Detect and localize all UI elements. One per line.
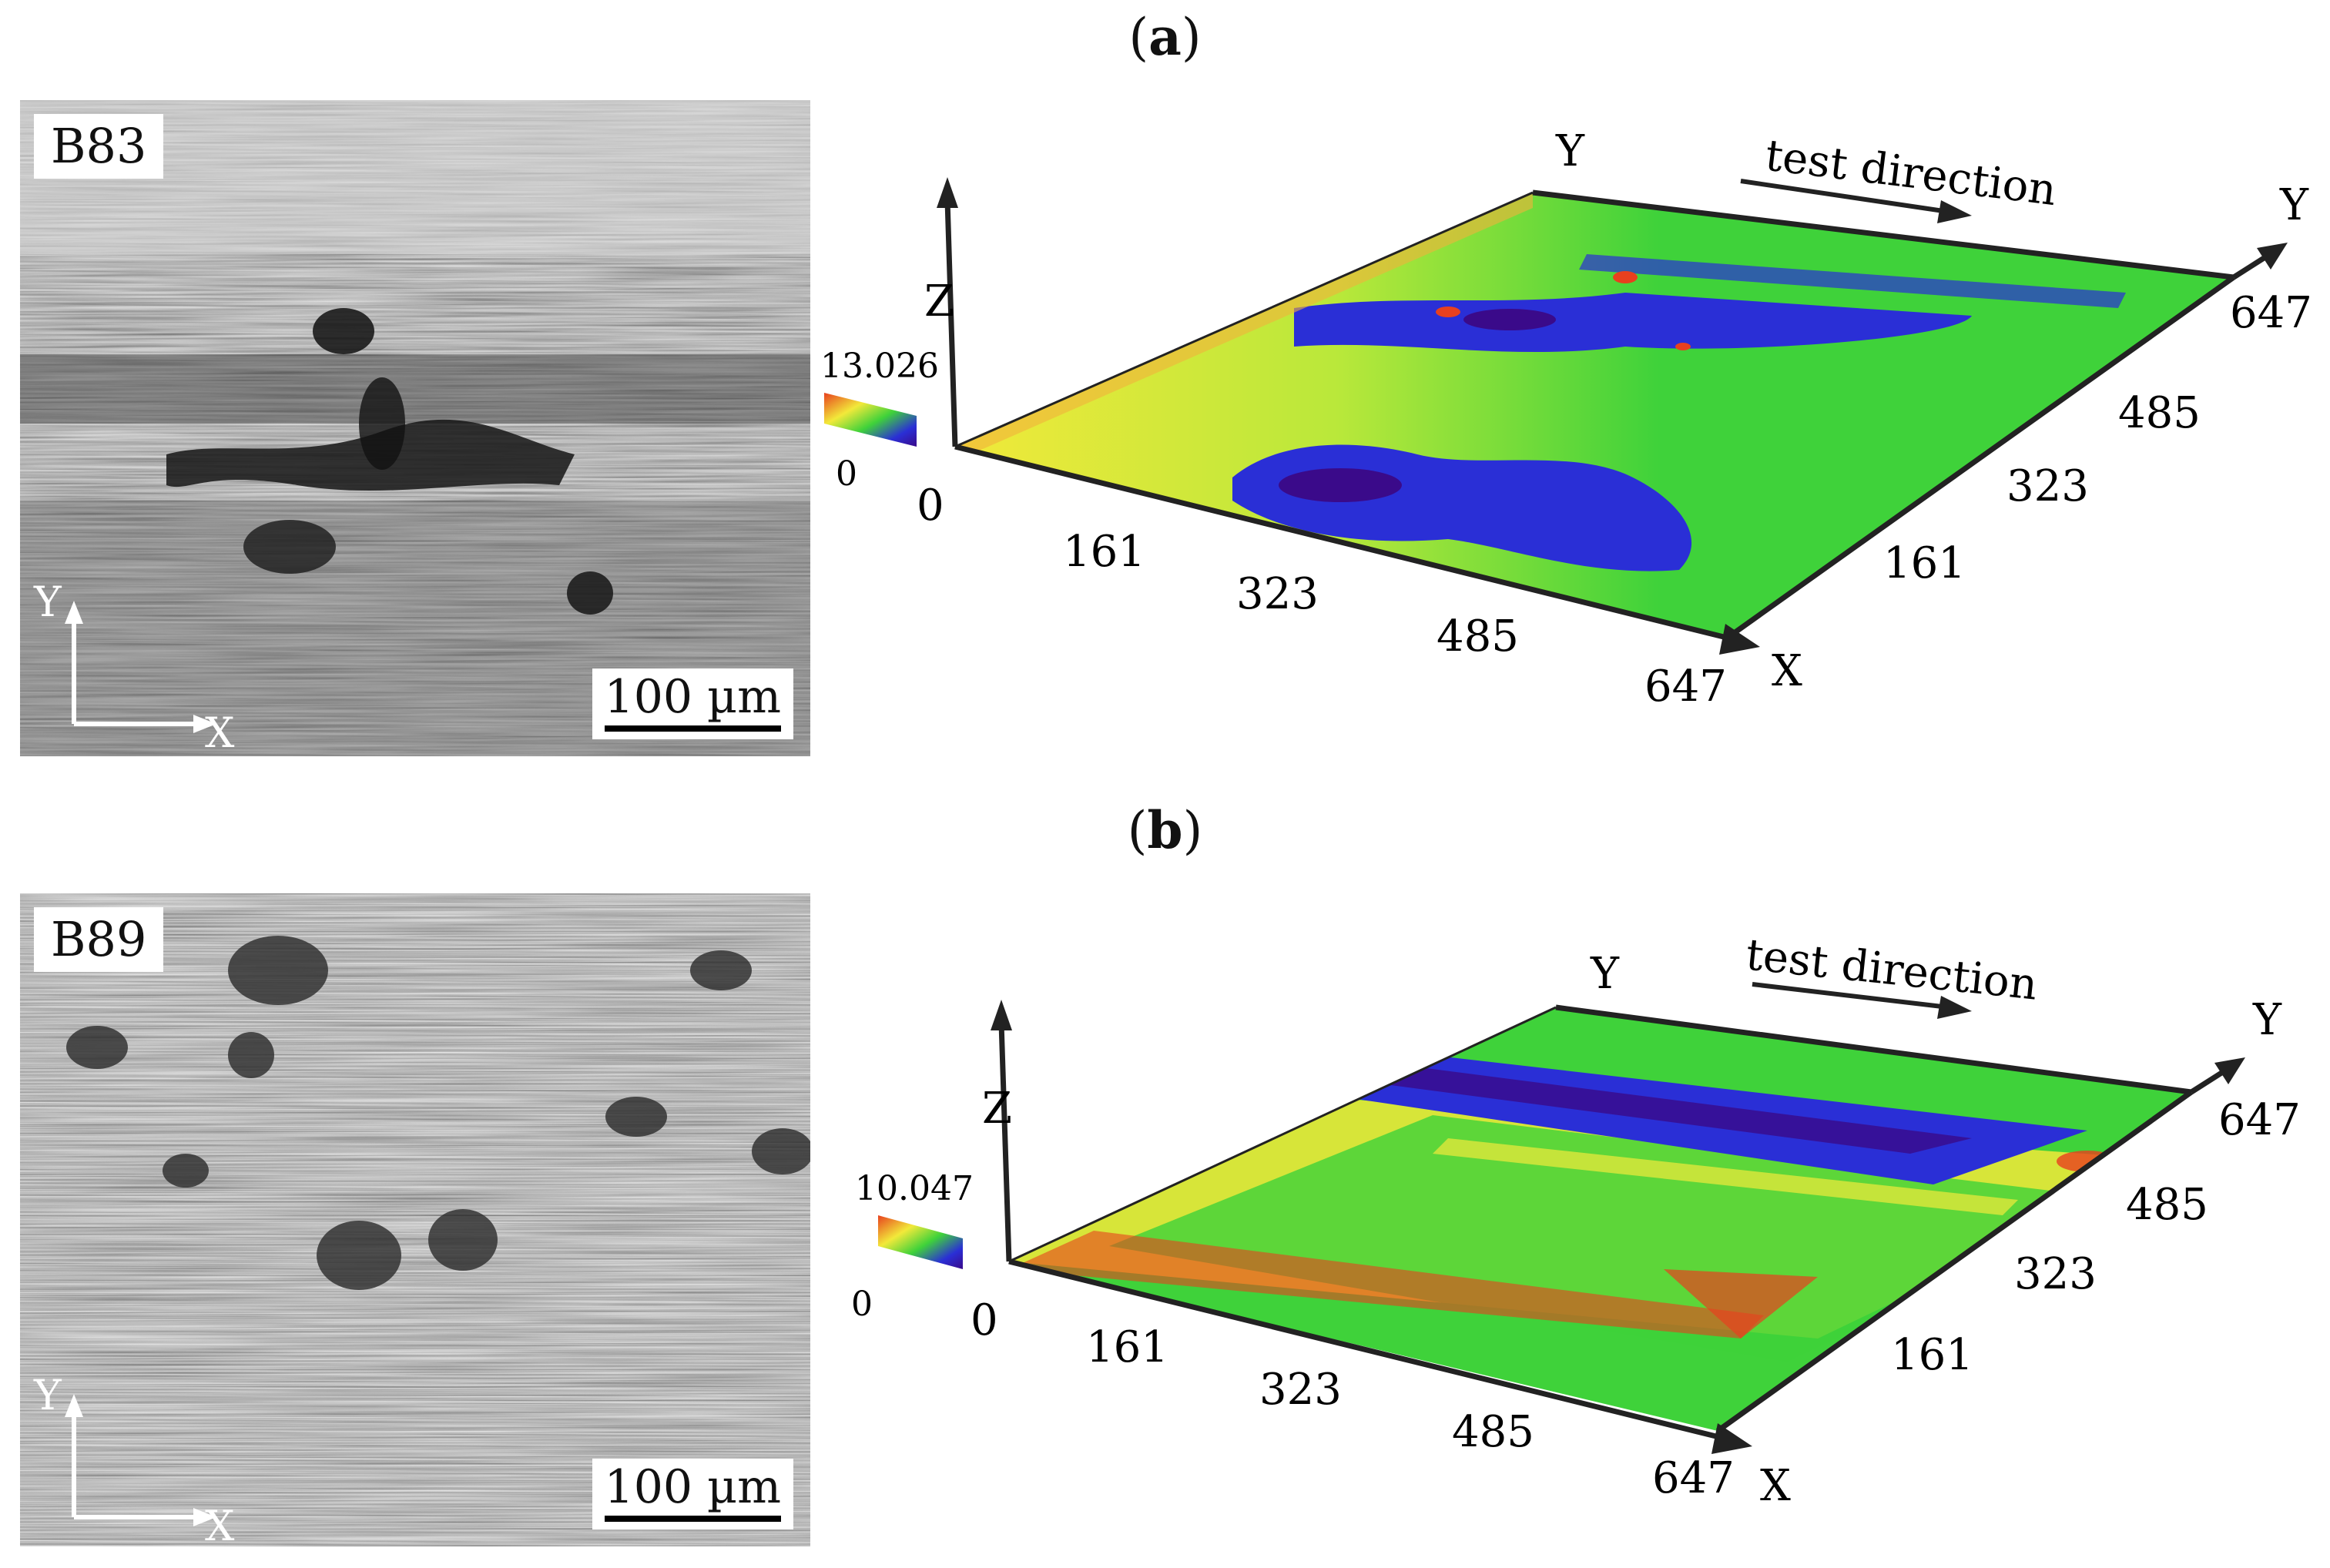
surface-map — [955, 193, 2234, 639]
x-tick-label: 161 — [1063, 527, 1145, 577]
micrograph: B83 Y X 100 µm — [20, 100, 810, 757]
micrograph-y-label: Y — [34, 578, 62, 626]
test-direction-arrow — [1752, 982, 1949, 1010]
back-edge — [1555, 1004, 2192, 1095]
x-tick-label: 485 — [1437, 611, 1519, 662]
origin-label: 0 — [971, 1295, 998, 1345]
x-tick-label: 485 — [1452, 1407, 1534, 1457]
y-axis-label: Y — [2279, 180, 2309, 230]
z-axis-label: Z — [924, 276, 954, 327]
y-tick-label: 161 — [1883, 538, 1966, 588]
y-tick-label: 161 — [1891, 1330, 1973, 1380]
z-axis-line — [944, 199, 958, 447]
panel-label: (a) — [1128, 7, 1202, 67]
test-direction-label: test direction — [1744, 930, 2040, 1010]
x-tick-label: 161 — [1086, 1322, 1168, 1372]
x-axis-arrow — [1719, 624, 1760, 655]
back-edge — [1532, 189, 2234, 280]
scale-bar-label: 100 µm — [604, 670, 781, 724]
x-axis-label: X — [1772, 646, 1802, 696]
y-axis-line — [1723, 275, 2236, 642]
z-axis-label: Z — [982, 1084, 1012, 1134]
back-y-label: Y — [1590, 949, 1620, 999]
x-tick-label: 647 — [1644, 662, 1727, 712]
test-direction-label: test direction — [1762, 130, 2059, 216]
y-tick-label: 323 — [2006, 461, 2089, 511]
y-axis-arrow — [2214, 1057, 2245, 1084]
y-tick-label: 323 — [2014, 1249, 2097, 1299]
panel-label: (b) — [1127, 800, 1203, 860]
micrograph-axes-icon — [65, 601, 216, 733]
sample-id-label: B83 — [34, 114, 164, 179]
scale-bar-label: 100 µm — [604, 1460, 781, 1514]
x-tick-label: 323 — [1236, 569, 1319, 619]
x-tick-label: 323 — [1259, 1365, 1342, 1415]
sample-id-label: B89 — [34, 907, 164, 972]
y-tick-label: 485 — [2126, 1180, 2208, 1230]
y-axis-arrow — [2257, 243, 2288, 270]
scale-bar: 100 µm — [592, 668, 793, 739]
micrograph-x-label: X — [205, 1502, 235, 1550]
y-tick-label: 647 — [2230, 288, 2312, 338]
scale-bar: 100 µm — [592, 1459, 793, 1529]
micrograph-image — [20, 100, 810, 756]
origin-label: 0 — [917, 481, 944, 531]
surface-3d-plot: 10.047 0 Z 0 X Y Y test direction 161 32… — [851, 930, 2301, 1511]
figure-panel-a: (a) B83 — [20, 7, 2312, 757]
x-axis-line — [1008, 1258, 1726, 1442]
x-tick-label: 647 — [1652, 1453, 1735, 1503]
y-axis-line — [1715, 1090, 2194, 1433]
z-max-label: 10.047 — [855, 1169, 974, 1208]
z-min-label: 0 — [836, 454, 857, 494]
test-direction-arrow — [1740, 179, 1949, 214]
scale-bar-line — [604, 1516, 781, 1522]
z-min-label: 0 — [851, 1285, 873, 1324]
x-axis-label: X — [1760, 1461, 1791, 1511]
micrograph-x-label: X — [205, 709, 235, 757]
micrograph-y-label: Y — [34, 1371, 62, 1419]
micrograph-image — [20, 893, 813, 1546]
x-axis-line — [954, 444, 1734, 642]
y-axis-label: Y — [2252, 995, 2282, 1045]
z-axis-arrow — [937, 177, 958, 208]
figure-panel-b: (b) B89 — [0, 784, 2330, 1568]
micrograph: B89 Y X 100 µm — [20, 893, 813, 1550]
y-tick-label: 485 — [2118, 388, 2201, 438]
surface-3d-plot: 13.026 0 Z 0 X Y Y test direction 161 32… — [820, 126, 2312, 712]
z-max-label: 13.026 — [820, 347, 939, 386]
back-y-label: Y — [1555, 126, 1585, 176]
y-tick-label: 647 — [2218, 1095, 2301, 1145]
color-scale-legend — [878, 1215, 963, 1269]
z-axis-arrow — [991, 1000, 1012, 1030]
z-axis-line — [998, 1022, 1012, 1262]
scale-bar-line — [604, 725, 781, 732]
micrograph-axes-icon — [65, 1394, 216, 1526]
color-scale-legend — [824, 393, 917, 447]
